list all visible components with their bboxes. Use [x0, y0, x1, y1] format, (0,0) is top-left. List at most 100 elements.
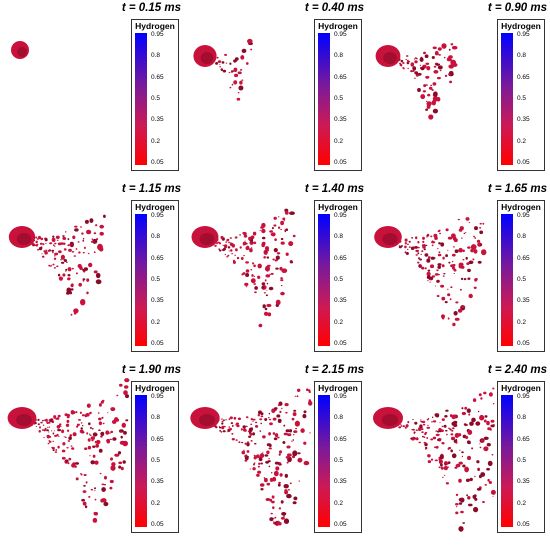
fragment [432, 420, 437, 423]
fragment [241, 441, 244, 444]
fragment [264, 279, 267, 282]
fragment [94, 460, 99, 465]
fragment [236, 424, 240, 428]
fragment [407, 420, 410, 424]
fragment [451, 260, 454, 263]
fragment [280, 220, 284, 226]
fragment [467, 455, 471, 461]
fragment [98, 448, 103, 453]
fragment [103, 214, 106, 218]
colorbar-tick-label: 0.05 [334, 521, 347, 528]
legend-title: Hydrogen [501, 21, 541, 31]
fragment [124, 385, 129, 389]
fragment [267, 264, 270, 267]
fragment [83, 485, 86, 487]
colorbar-tick-label: 0.2 [334, 499, 344, 507]
fragment [253, 463, 255, 466]
fragment [61, 456, 66, 460]
fragment [437, 47, 442, 51]
fragment [415, 249, 419, 253]
time-label: t = 1.40 ms [304, 183, 364, 195]
fragment [229, 86, 232, 89]
fragment [44, 251, 48, 255]
fragment [420, 66, 425, 71]
fragment [54, 245, 56, 247]
fragment [255, 425, 259, 428]
fragment [87, 445, 92, 450]
fragment [455, 463, 461, 468]
fragment [93, 251, 96, 254]
fragment [463, 278, 467, 281]
fragment [277, 483, 281, 487]
colorbar-tick-label: 0.95 [517, 212, 530, 219]
fragment [86, 291, 89, 295]
fragment [280, 277, 283, 280]
fragment [309, 432, 311, 434]
fragment [41, 253, 43, 255]
fragment [472, 258, 475, 261]
fragment [72, 412, 75, 415]
fragment [414, 71, 419, 75]
fragment [291, 417, 295, 421]
fragment [73, 255, 77, 257]
fragment [67, 440, 71, 442]
fragment [89, 218, 94, 223]
fragment [93, 512, 96, 514]
fragment [215, 62, 219, 65]
fragment [245, 273, 250, 277]
fragment [440, 454, 444, 460]
fragment [258, 411, 262, 415]
fragment [66, 419, 70, 423]
fragment [91, 439, 94, 442]
fragment [67, 244, 70, 247]
fragment [239, 80, 243, 85]
fragment [447, 317, 450, 320]
fragment [471, 447, 473, 450]
fragment [83, 246, 86, 249]
fragment [432, 108, 438, 114]
fragment [287, 453, 292, 457]
fragment [405, 59, 407, 61]
fragment [433, 91, 438, 97]
fragment [35, 236, 38, 239]
colorbar-tick-label: 0.95 [334, 393, 347, 400]
fragment [85, 481, 88, 484]
fragment [110, 407, 116, 412]
fragment [53, 430, 56, 432]
fragment [280, 284, 283, 287]
fragment [427, 272, 429, 275]
fragment [477, 260, 482, 264]
fragment [462, 249, 465, 253]
colorbar-tick-label: 0.5 [151, 457, 161, 464]
fragment [77, 264, 82, 268]
fragment [400, 424, 402, 426]
fragment [222, 244, 224, 247]
fragment [252, 420, 254, 423]
fragment [490, 419, 495, 423]
fragment [89, 426, 92, 429]
fragment [276, 414, 281, 418]
fragment [233, 416, 237, 420]
fragment [43, 419, 46, 421]
fragment [253, 283, 257, 285]
time-label: t = 0.90 ms [487, 2, 547, 14]
fragment [264, 307, 268, 311]
fragment [245, 416, 249, 419]
time-label: t = 0.40 ms [304, 2, 364, 14]
fragment [464, 466, 469, 473]
fragment [283, 518, 290, 524]
fragment [250, 235, 255, 240]
fragment [441, 314, 445, 319]
fragment [292, 412, 297, 417]
fragment [454, 466, 458, 469]
fragment [402, 425, 405, 428]
fragment [236, 97, 241, 101]
fragment [245, 286, 248, 288]
fragment [446, 433, 448, 436]
fragment [124, 378, 130, 383]
fragment [46, 421, 50, 424]
fragment [82, 268, 85, 271]
simulation-panel: t = 1.90 ms Hydrogen 0.95 0.8 0.65 0.5 0.35 0.2… [0, 362, 183, 543]
fragment [302, 413, 307, 419]
fragment [436, 269, 439, 272]
